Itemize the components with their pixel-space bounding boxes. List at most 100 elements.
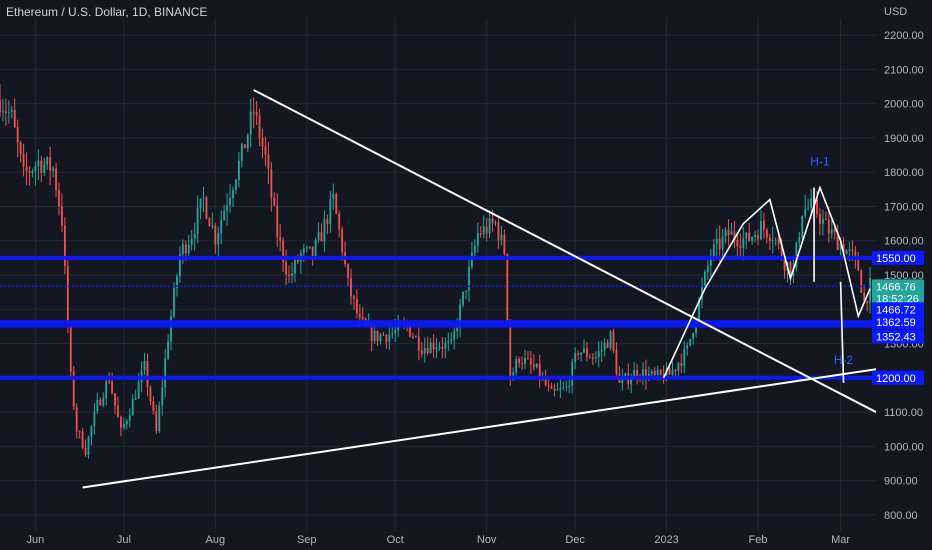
candle-body xyxy=(338,213,341,230)
level-price-tag xyxy=(872,315,924,330)
candle-body xyxy=(774,239,777,241)
candle-body xyxy=(120,417,122,428)
candle-body xyxy=(780,243,783,259)
candle-body xyxy=(341,229,344,253)
head-pattern-drawing: H-1 H-2 xyxy=(662,154,871,383)
candlestick-series xyxy=(0,84,872,459)
candle-body xyxy=(52,168,55,171)
candle-body xyxy=(394,330,397,334)
candle-body xyxy=(347,264,349,279)
chart-grid xyxy=(0,18,876,532)
candle-body xyxy=(621,377,624,383)
candle-body xyxy=(137,381,140,399)
candle-body xyxy=(736,240,739,247)
candle-body xyxy=(777,239,780,244)
candle-body xyxy=(146,360,149,388)
price-tick-label: 1000.00 xyxy=(884,441,924,453)
candle-body xyxy=(612,331,615,351)
candle-body xyxy=(13,109,16,128)
candle-body xyxy=(704,271,706,287)
candle-body xyxy=(314,240,317,257)
price-tag-label: 1362.59 xyxy=(876,317,916,329)
price-tick-label: 1800.00 xyxy=(884,167,924,179)
candle-body xyxy=(261,137,264,147)
level-price-tag xyxy=(872,250,924,265)
candle-body xyxy=(645,369,647,380)
candle-body xyxy=(246,134,249,149)
candle-body xyxy=(559,387,562,390)
candle-body xyxy=(335,193,338,214)
candle-body xyxy=(181,244,184,255)
price-tick-label: 1500.00 xyxy=(884,270,924,282)
time-tick-label: Jun xyxy=(27,534,45,546)
candle-body xyxy=(500,234,503,241)
time-tick-label: Feb xyxy=(749,534,768,546)
candle-body xyxy=(49,157,52,171)
candle-body xyxy=(857,256,860,271)
candle-body xyxy=(61,206,63,226)
candle-body xyxy=(237,160,240,180)
price-tags: 1550.001466.7618:52:261466.721362.591352… xyxy=(872,250,924,385)
candle-body xyxy=(727,229,730,236)
price-tag-label: 1466.72 xyxy=(876,304,916,316)
candle-body xyxy=(179,254,181,276)
candle-body xyxy=(302,248,305,253)
candle-body xyxy=(615,350,618,374)
candle-body xyxy=(78,431,81,433)
level-price-tag xyxy=(872,329,924,344)
price-tick-label: 2000.00 xyxy=(884,99,924,111)
candle-body xyxy=(798,236,801,243)
candle-body xyxy=(426,347,429,354)
candle-body xyxy=(125,420,128,425)
candle-body xyxy=(388,334,391,342)
candle-body xyxy=(503,234,506,254)
candle-body xyxy=(574,353,577,363)
candle-body xyxy=(350,278,352,297)
candle-body xyxy=(535,363,538,368)
candle-body xyxy=(414,336,417,338)
candle-body xyxy=(479,233,482,235)
candle-body xyxy=(606,342,609,348)
candle-body xyxy=(412,336,414,338)
trendlines xyxy=(82,89,877,489)
candle-body xyxy=(630,378,633,385)
candle-body xyxy=(190,239,193,245)
candle-body xyxy=(4,111,7,113)
time-tick-label: Aug xyxy=(206,534,226,546)
candle-body xyxy=(854,251,857,257)
candle-body xyxy=(158,405,161,432)
candle-body xyxy=(131,398,134,416)
candle-body xyxy=(320,232,323,242)
candle-body xyxy=(656,370,659,375)
price-tick-label: 1700.00 xyxy=(884,201,924,213)
candle-body xyxy=(801,215,804,237)
candle-body xyxy=(715,238,718,245)
price-tag-label: 1200.00 xyxy=(876,373,916,385)
candle-body xyxy=(562,386,565,388)
time-tick-label: 2023 xyxy=(654,534,678,546)
candle-body xyxy=(636,370,639,377)
candle-body xyxy=(497,222,500,241)
candle-body xyxy=(768,237,771,242)
candle-body xyxy=(267,154,270,170)
candle-body xyxy=(155,411,158,432)
candle-body xyxy=(423,347,426,355)
candle-body xyxy=(795,242,798,269)
candle-body xyxy=(571,362,574,386)
candle-body xyxy=(588,356,591,358)
candle-body xyxy=(689,338,692,346)
time-axis[interactable]: Jun Jul Aug Sep Oct Nov Dec 2023 Feb Mar xyxy=(27,534,851,546)
candle-body xyxy=(323,219,326,242)
pattern-label: H-1 xyxy=(810,154,830,168)
candle-body xyxy=(55,168,57,191)
candle-body xyxy=(149,387,152,402)
candle-body xyxy=(833,229,836,233)
candle-body xyxy=(311,246,314,257)
candle-body xyxy=(783,258,786,271)
candle-body xyxy=(591,357,594,359)
candle-body xyxy=(745,232,748,239)
candle-body xyxy=(2,111,4,113)
candle-body xyxy=(819,213,821,224)
candle-body xyxy=(473,245,476,253)
